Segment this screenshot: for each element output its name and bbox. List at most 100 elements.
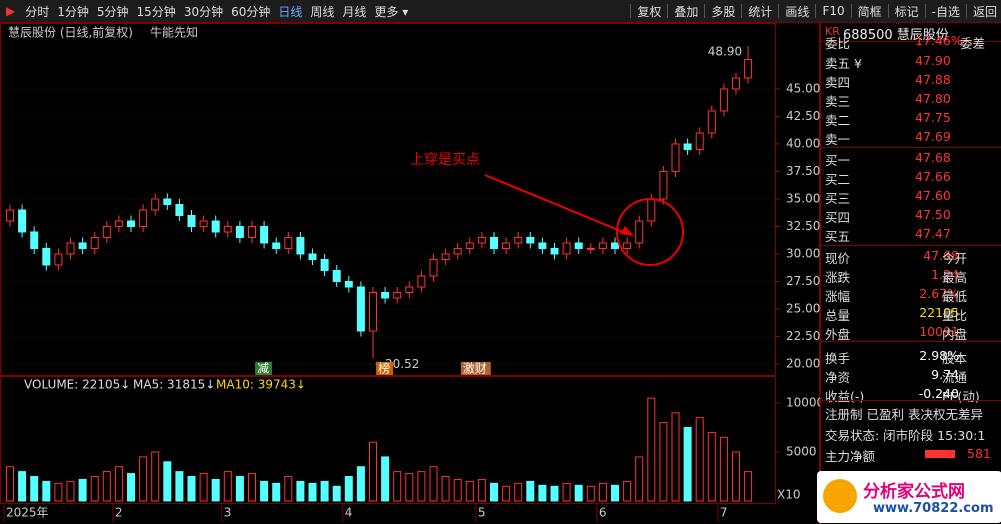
volume-bar	[719, 436, 728, 502]
divider	[821, 147, 1001, 148]
candle-body	[695, 132, 704, 150]
volume-bar	[272, 482, 281, 502]
volume-bar	[393, 471, 402, 502]
candle-body	[562, 242, 571, 255]
candle-body	[671, 143, 680, 172]
volume-bar	[671, 412, 680, 502]
period-button[interactable]: 5分钟	[96, 4, 129, 19]
text: 2.98%	[919, 348, 959, 363]
text: -0.240	[918, 386, 959, 401]
tool-button[interactable]: 复权	[637, 4, 662, 19]
text: 量比	[942, 308, 968, 323]
text: 47.68	[915, 150, 951, 165]
y-tick-label: 35.00	[786, 191, 820, 205]
tool-button[interactable]: 画线	[785, 4, 810, 19]
quote-row: 收益(-) -0.240 PE(动)	[825, 386, 1001, 404]
volume-bar	[175, 471, 184, 502]
volume-bar	[127, 473, 135, 502]
volume-bar	[320, 480, 329, 502]
candle-body	[78, 242, 87, 249]
text: 47.80	[915, 91, 951, 106]
text: 总量	[825, 308, 851, 323]
chart-title: 慧辰股份 (日线,前复权)	[8, 25, 133, 40]
bid-row: 买三 47.60	[825, 188, 1001, 206]
candle-body	[526, 236, 535, 244]
candle-body	[477, 236, 486, 244]
volume-bar	[356, 466, 365, 502]
volume-bar	[66, 480, 75, 502]
event-text: 榜	[378, 361, 390, 376]
candle-body	[248, 225, 256, 238]
logo-title: 分析家公式网	[863, 482, 965, 502]
y-tick-label: 22.50	[786, 329, 820, 343]
text: 买一	[825, 153, 851, 168]
bid-row: 买五 47.47	[825, 226, 1001, 244]
indicator-name: 牛能先知	[150, 25, 198, 40]
divider	[821, 400, 1001, 401]
volume-bar	[429, 466, 438, 502]
high-label: 48.90	[708, 45, 742, 59]
candle-body	[54, 253, 63, 266]
candle-body	[659, 170, 668, 200]
tool-button[interactable]: 统计	[748, 4, 773, 19]
volume-bar	[296, 480, 305, 502]
tool-button[interactable]: 简框	[857, 4, 882, 19]
text: 换手	[825, 351, 851, 366]
tool-button[interactable]: 多股	[711, 4, 736, 19]
period-button[interactable]: 日线	[278, 4, 303, 19]
candle-body	[90, 236, 99, 249]
period-button[interactable]: 月线	[342, 4, 367, 19]
x-tick-label: 6	[599, 506, 607, 520]
volume-bar	[30, 476, 39, 502]
volume-bar	[260, 480, 269, 502]
tags-row: 注册制 已盈利 表决权无差异	[825, 404, 1001, 422]
separator	[815, 4, 817, 18]
candle-body	[211, 220, 220, 233]
y-tick-label: 30.00	[786, 246, 820, 260]
y-tick-label: 5000	[786, 445, 817, 459]
candle-body	[18, 209, 27, 233]
tool-button[interactable]: F10	[822, 4, 845, 18]
volume-bar	[526, 480, 535, 502]
period-button[interactable]: 1分钟	[57, 4, 89, 19]
quote-header: KR 688500 慧辰股份	[821, 23, 1001, 43]
candle-body	[284, 236, 293, 249]
text: 收益(-)	[825, 389, 865, 404]
tool-button[interactable]: 标记	[894, 4, 919, 19]
period-button[interactable]: 30分钟	[183, 4, 224, 19]
text: 现价	[825, 251, 851, 266]
x-tick-label: 7	[720, 506, 728, 520]
volume-bar	[90, 476, 99, 502]
volume-bar	[441, 476, 450, 502]
period-button[interactable]: 60分钟	[231, 4, 271, 19]
text: 买三	[825, 191, 851, 206]
toolbar-icon: ▶	[6, 4, 16, 18]
candle-body	[405, 286, 414, 293]
period-button[interactable]: 更多 ▾	[374, 4, 409, 19]
volume-bar	[114, 466, 123, 502]
event-text: 减	[257, 362, 269, 376]
tool-button[interactable]: -自选	[931, 4, 960, 19]
volume-bar	[538, 484, 547, 502]
candle-body	[453, 247, 462, 255]
candle-body	[744, 58, 753, 79]
candle-body	[235, 225, 244, 238]
period-button[interactable]: 分时	[25, 4, 50, 19]
candle-body	[550, 247, 559, 255]
ask-row: 卖二 47.75	[825, 110, 1001, 128]
period-button[interactable]: 周线	[310, 4, 335, 19]
text: 买四	[825, 210, 851, 225]
text: 10091	[919, 324, 959, 339]
y-tick-label: 27.50	[786, 274, 820, 288]
text: 47.88	[915, 72, 951, 87]
candle-body	[320, 258, 329, 271]
tool-button[interactable]: 返回	[972, 4, 997, 19]
volume-bar	[635, 456, 644, 502]
candle-body	[30, 231, 39, 249]
text: 涨幅	[825, 289, 851, 304]
candle-body	[127, 220, 135, 227]
period-button[interactable]: 15分钟	[136, 4, 176, 19]
text: 今开	[942, 251, 968, 266]
tool-button[interactable]: 叠加	[674, 4, 699, 19]
